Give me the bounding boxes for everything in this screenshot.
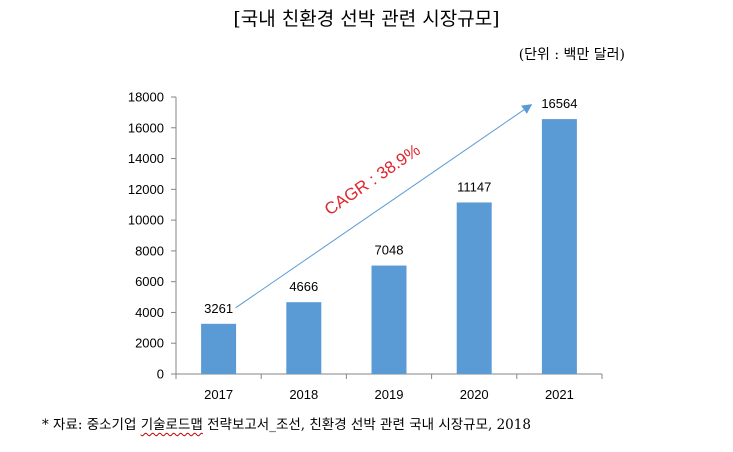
source-suffix: 전략보고서_조선, 친환경 선박 관련 국내 시장규모, 2018 — [202, 417, 531, 433]
bar-2021 — [541, 119, 577, 374]
data-label: 11147 — [457, 179, 491, 194]
data-label: 4666 — [289, 279, 318, 294]
bar-2019 — [371, 265, 407, 374]
x-tick-label: 2018 — [289, 387, 318, 402]
data-label: 7048 — [375, 243, 404, 258]
y-tick-label: 10000 — [128, 213, 164, 228]
x-tick-label: 2019 — [375, 387, 404, 402]
chart-title: [국내 친환경 선박 관련 시장규모] — [233, 8, 500, 30]
bar-2020 — [456, 202, 492, 374]
y-tick-label: 2000 — [135, 336, 164, 351]
data-label: 16564 — [541, 96, 577, 111]
y-tick-label: 12000 — [128, 182, 164, 197]
y-tick-label: 8000 — [135, 243, 164, 258]
y-tick-label: 4000 — [135, 305, 164, 320]
x-tick-label: 2017 — [204, 387, 233, 402]
bar-2017 — [201, 323, 237, 374]
cagr-label: CAGR : 38.9% — [321, 140, 424, 219]
y-axis: 0 2000 4000 6000 8000 10000 12000 14000 16000 180… — [128, 90, 177, 382]
y-tick-label: 14000 — [128, 151, 164, 166]
y-tick-label: 0 — [157, 367, 164, 382]
x-axis: 2017 2018 2019 2020 2021 — [175, 373, 603, 402]
y-tick-label: 6000 — [135, 274, 164, 289]
y-tick-label: 16000 — [128, 120, 164, 135]
data-labels: 3261 4666 7048 11147 16564 — [204, 96, 577, 316]
source-note: * 자료: 중소기업 기술로드맵 전략보고서_조선, 친환경 선박 관련 국내 … — [42, 413, 531, 433]
cagr-arrow — [235, 104, 533, 309]
bar-2018 — [286, 302, 322, 374]
x-tick-label: 2021 — [545, 387, 574, 402]
bars — [201, 119, 577, 374]
unit-note: (단위 : 백만 달러) — [518, 47, 625, 63]
source-prefix: * 자료: 중소기업 — [42, 417, 141, 433]
data-label: 3261 — [204, 301, 233, 316]
y-tick-label: 18000 — [128, 90, 164, 105]
source-underlined: 기술로드맵 — [140, 417, 203, 433]
x-tick-label: 2020 — [460, 387, 489, 402]
